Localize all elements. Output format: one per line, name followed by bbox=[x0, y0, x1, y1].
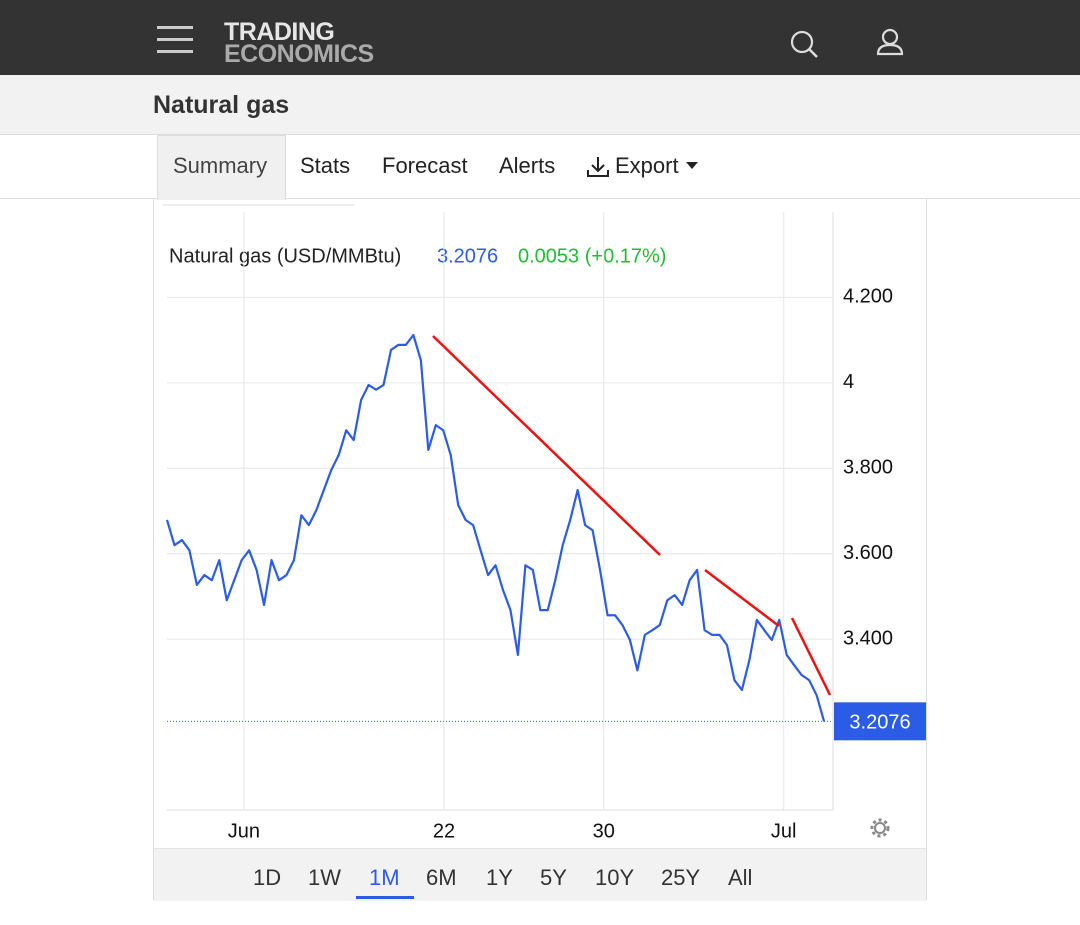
chart: Natural gas (USD/MMBtu) 3.2076 0.0053 (+… bbox=[163, 204, 926, 842]
chart-title: Natural gas (USD/MMBtu) bbox=[169, 245, 401, 267]
trend-line bbox=[790, 617, 832, 696]
logo-top[interactable]: TRADING bbox=[224, 18, 335, 46]
menu-icon[interactable] bbox=[157, 26, 193, 54]
tab-bar bbox=[0, 135, 1080, 200]
caret bbox=[686, 162, 698, 169]
y-tick-label: 3.600 bbox=[843, 542, 893, 564]
price-line bbox=[165, 333, 826, 722]
range-button[interactable]: 10Y bbox=[595, 865, 635, 890]
tab[interactable]: Summary bbox=[173, 153, 268, 178]
y-tick-label: 3.800 bbox=[843, 457, 893, 479]
tab[interactable]: Export bbox=[615, 153, 679, 178]
last-value: 3.2076 bbox=[437, 245, 498, 267]
y-tick-label: 4.200 bbox=[843, 286, 893, 308]
range-button[interactable]: 1D bbox=[253, 865, 282, 890]
download-icon bbox=[587, 157, 609, 177]
range-button[interactable]: 6M bbox=[426, 865, 457, 890]
active-tab-bg bbox=[157, 135, 286, 200]
range-button[interactable]: 1Y bbox=[486, 865, 513, 890]
logo-bottom[interactable]: ECONOMICS bbox=[224, 40, 374, 68]
search-icon[interactable] bbox=[790, 30, 820, 60]
page-title: Natural gas bbox=[153, 91, 290, 119]
range-button[interactable]: All bbox=[728, 865, 753, 890]
trend-line bbox=[704, 569, 780, 627]
settings-icon[interactable] bbox=[870, 818, 890, 838]
top-bar: TRADING ECONOMICS bbox=[0, 0, 1080, 75]
range-bar bbox=[154, 848, 926, 901]
range-button[interactable]: 1W bbox=[308, 865, 341, 890]
change: 0.0053 (+0.17%) bbox=[518, 245, 666, 267]
range-button[interactable]: 25Y bbox=[661, 865, 701, 890]
tab[interactable]: Forecast bbox=[382, 153, 468, 178]
range-button[interactable]: 5Y bbox=[540, 865, 567, 890]
range-button[interactable]: 1M bbox=[369, 865, 400, 890]
x-tick-label: 22 bbox=[433, 820, 455, 842]
title-bar: Natural gas bbox=[0, 75, 1080, 135]
y-tick-label: 3.400 bbox=[843, 627, 893, 649]
range-underline bbox=[356, 896, 414, 899]
price-label: 3.2076 bbox=[849, 712, 910, 734]
user-icon[interactable] bbox=[876, 28, 904, 56]
tab[interactable]: Alerts bbox=[499, 153, 556, 178]
x-tick-label: Jul bbox=[771, 820, 797, 842]
tab[interactable]: Stats bbox=[300, 153, 351, 178]
x-tick-label: Jun bbox=[228, 820, 260, 842]
x-tick-label: 30 bbox=[593, 820, 615, 842]
trend-line bbox=[432, 335, 661, 556]
price-box bbox=[834, 702, 926, 741]
y-tick-label: 4 bbox=[843, 371, 854, 393]
